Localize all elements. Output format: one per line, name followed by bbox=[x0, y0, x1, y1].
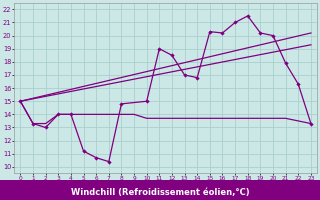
Text: Windchill (Refroidissement éolien,°C): Windchill (Refroidissement éolien,°C) bbox=[71, 188, 249, 196]
